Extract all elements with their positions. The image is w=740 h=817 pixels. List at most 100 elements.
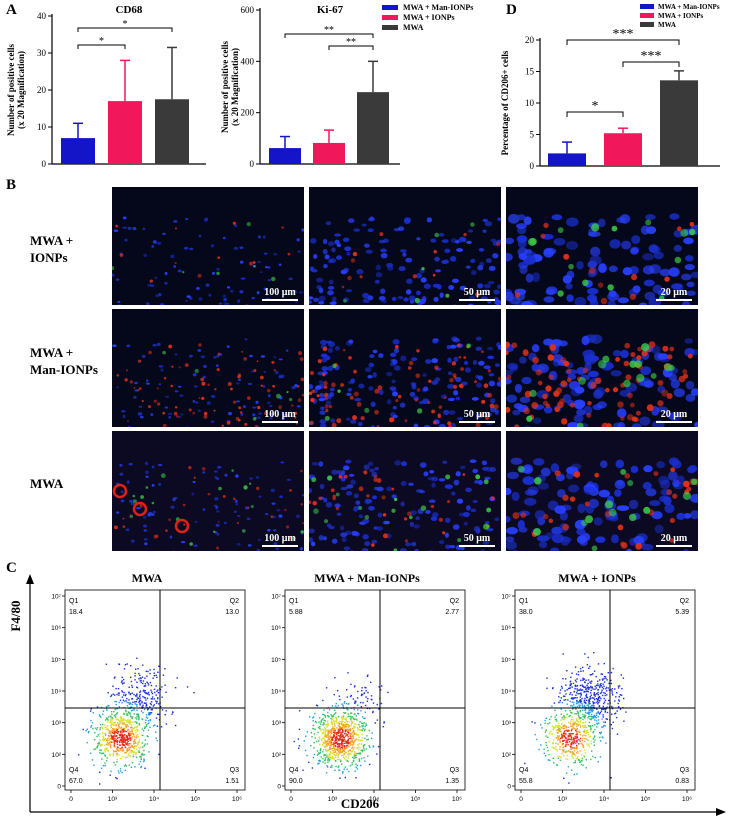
red-stain-dot xyxy=(341,285,345,289)
significance-label: * xyxy=(99,36,104,47)
flow-event-dot xyxy=(590,740,592,743)
nucleus-dot xyxy=(594,387,606,397)
flow-event-dot xyxy=(587,744,589,747)
flow-event-dot xyxy=(559,689,562,691)
flow-event-dot xyxy=(116,777,118,780)
flow-event-dot xyxy=(119,721,121,724)
flow-event-dot xyxy=(572,682,575,685)
red-stain-dot xyxy=(631,274,638,281)
flow-event-dot xyxy=(336,744,339,746)
nucleus-dot xyxy=(340,269,348,275)
flow-event-dot xyxy=(569,693,571,696)
flow-event-dot xyxy=(572,727,574,729)
flow-event-dot xyxy=(565,725,568,728)
nucleus-dot xyxy=(475,336,482,341)
flow-event-dot xyxy=(352,727,354,730)
flow-event-dot xyxy=(569,684,571,686)
nucleus-dot xyxy=(521,376,532,385)
flow-event-dot xyxy=(576,773,578,775)
nucleus-dot xyxy=(315,385,322,390)
flow-event-dot xyxy=(342,743,344,745)
flow-event-dot xyxy=(574,666,577,668)
nucleus-dot xyxy=(444,484,452,489)
flow-event-dot xyxy=(334,740,336,742)
flow-event-dot xyxy=(143,691,146,693)
flow-event-dot xyxy=(139,756,141,758)
flow-event-dot xyxy=(100,752,103,755)
nucleus-dot xyxy=(405,257,413,263)
flow-event-dot xyxy=(98,735,101,738)
nucleus-dot xyxy=(170,505,175,509)
red-stain-dot xyxy=(310,397,315,403)
nucleus-dot xyxy=(694,421,698,427)
nucleus-dot xyxy=(394,460,402,466)
flow-event-dot xyxy=(96,728,98,731)
flow-event-dot xyxy=(145,704,148,707)
flow-event-dot xyxy=(383,721,385,723)
flow-event-dot xyxy=(363,692,365,694)
red-stain-dot xyxy=(127,420,129,423)
red-stain-dot xyxy=(122,517,125,520)
flow-event-dot xyxy=(601,736,603,738)
f480-axis-arrow xyxy=(26,574,34,584)
flow-event-dot xyxy=(116,713,118,715)
flow-event-dot xyxy=(174,724,177,727)
flow-event-dot xyxy=(329,737,331,739)
flow-event-dot xyxy=(323,709,325,711)
flow-event-dot xyxy=(104,764,106,767)
green-stain-dot xyxy=(343,298,347,303)
flow-event-dot xyxy=(555,742,557,745)
flow-event-dot xyxy=(543,752,545,755)
flow-event-dot xyxy=(151,696,154,698)
green-stain-dot xyxy=(241,529,246,533)
flow-event-dot xyxy=(369,746,371,748)
flow-event-dot xyxy=(327,734,329,736)
nucleus-dot xyxy=(116,511,120,514)
flow-event-dot xyxy=(603,662,605,665)
nucleus-dot xyxy=(365,498,373,504)
flow-event-dot xyxy=(339,737,341,739)
flow-event-dot xyxy=(130,703,132,705)
flow-event-dot xyxy=(161,696,163,698)
nucleus-dot xyxy=(309,300,312,305)
red-stain-dot xyxy=(347,275,352,281)
flow-event-dot xyxy=(578,731,580,733)
flow-event-dot xyxy=(584,653,586,655)
red-stain-dot xyxy=(153,399,157,403)
flow-event-dot xyxy=(112,750,115,752)
nucleus-dot xyxy=(340,486,348,491)
nucleus-dot xyxy=(167,412,173,415)
nucleus-dot xyxy=(414,548,419,551)
nucleus-dot xyxy=(222,294,226,298)
nucleus-dot xyxy=(189,354,193,358)
flow-event-dot xyxy=(576,723,578,726)
flow-event-dot xyxy=(122,736,125,738)
flow-event-dot xyxy=(352,718,355,720)
flow-event-dot xyxy=(146,675,148,677)
scale-bar: 100 μm xyxy=(262,409,298,423)
nucleus-dot xyxy=(423,471,429,477)
nucleus-dot xyxy=(380,248,387,253)
y-tick-label: 5 xyxy=(530,130,535,140)
nucleus-dot xyxy=(160,303,165,305)
green-stain-dot xyxy=(391,508,396,513)
flow-event-dot xyxy=(342,731,344,733)
red-stain-dot xyxy=(238,406,242,410)
flow-event-dot xyxy=(579,717,582,719)
flow-event-dot xyxy=(108,705,110,707)
flow-event-dot xyxy=(138,746,140,748)
red-stain-dot xyxy=(620,416,625,421)
flow-event-dot xyxy=(113,744,116,746)
flow-event-dot xyxy=(545,717,547,719)
green-stain-dot xyxy=(271,276,276,282)
flow-event-dot xyxy=(625,711,627,713)
red-stain-dot xyxy=(241,350,244,353)
nucleus-dot xyxy=(318,295,326,302)
flow-event-dot xyxy=(119,768,122,770)
flow-event-dot xyxy=(590,713,593,716)
red-stain-dot xyxy=(434,365,439,370)
flow-event-dot xyxy=(606,718,608,720)
flow-event-dot xyxy=(348,729,350,731)
flow-event-dot xyxy=(338,749,341,751)
flow-event-dot xyxy=(570,705,572,707)
